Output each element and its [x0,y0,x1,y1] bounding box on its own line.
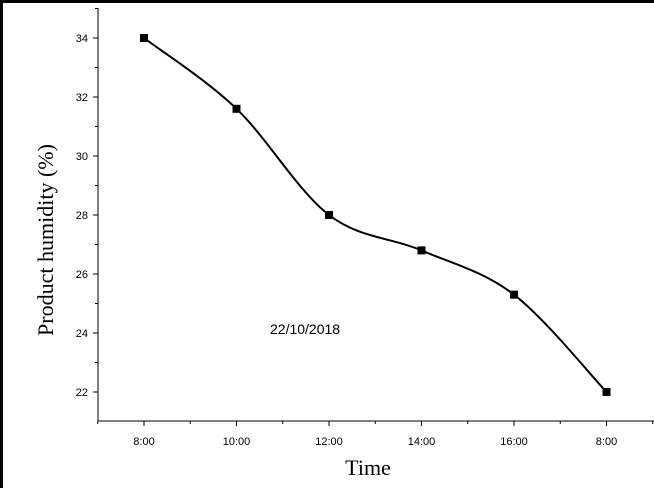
x-axis-title: Time [345,455,391,480]
humidity-line [143,37,608,393]
date-annotation: 22/10/2018 [270,321,340,337]
y-axis-title: Product humidity (%) [33,144,58,336]
data-point [510,290,518,299]
axes [97,8,654,422]
y-tick-label: 34 [76,33,88,45]
data-point [325,211,333,219]
x-tick-label: 8:00 [596,436,617,448]
y-tick-label: 28 [76,210,88,222]
data-point [232,104,241,113]
x-tick-label: 16:00 [500,436,528,448]
data-point [140,34,148,42]
series-line [143,37,608,393]
data-point [417,246,426,255]
markers [140,34,611,396]
x-tick-label: 8:00 [133,436,154,448]
x-tick-label: 10:00 [223,436,251,448]
y-tick-label: 30 [76,151,88,163]
x-tick-label: 12:00 [315,436,343,448]
y-tick-label: 22 [76,387,88,399]
data-point [602,388,611,396]
y-tick-label: 26 [76,269,88,281]
ticks: 22 24 26 28 30 32 34 8:00 10:00 12:00 14:00 16:00 8:… [76,8,654,448]
y-tick-label: 32 [76,92,88,104]
x-tick-label: 14:00 [408,436,436,448]
y-tick-label: 24 [76,328,88,340]
